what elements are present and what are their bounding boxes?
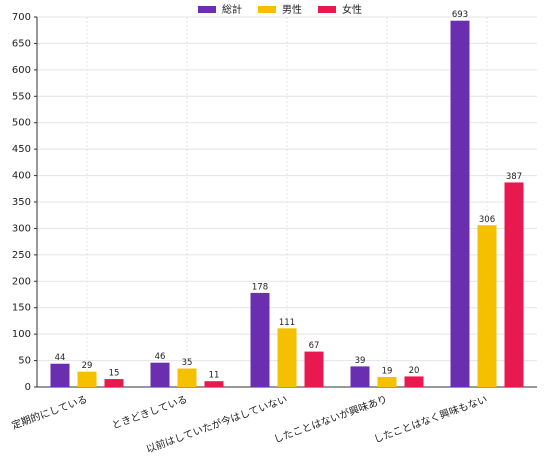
value-label: 29 [82,361,93,371]
x-tick-label: したことはないが興味あり [272,392,389,445]
bar [177,368,197,387]
bar [404,376,424,387]
bar [350,366,370,387]
value-label: 111 [279,318,295,328]
y-tick-label: 600 [12,65,31,76]
y-tick-label: 400 [12,171,31,182]
value-label: 11 [209,371,220,381]
legend-swatch [318,6,336,13]
legend-swatch [258,6,276,13]
bar [450,20,470,387]
y-tick-label: 250 [12,250,31,261]
bar [77,371,97,387]
value-label: 306 [479,215,495,225]
bar [277,328,297,387]
x-tick-label: ときどきしている [110,393,189,431]
y-tick-label: 100 [12,329,31,340]
y-tick-label: 500 [12,118,31,129]
bar [50,363,70,387]
y-tick-label: 450 [12,144,31,155]
value-label: 67 [309,341,320,351]
bar [150,362,170,387]
value-label: 178 [252,282,268,292]
legend-label: 総計 [222,3,242,16]
value-label: 19 [382,366,393,376]
y-tick-label: 150 [12,303,31,314]
value-label: 387 [506,172,522,182]
bar [104,379,124,387]
legend-label: 女性 [342,3,362,16]
bar [250,292,270,387]
value-label: 39 [355,356,366,366]
y-tick-label: 50 [18,356,31,367]
y-tick-label: 200 [12,276,31,287]
y-tick-label: 0 [25,382,31,393]
value-label: 693 [452,10,468,20]
value-label: 15 [109,369,120,379]
value-label: 35 [182,358,193,368]
legend-swatch [198,6,216,13]
y-tick-label: 550 [12,91,31,102]
y-tick-label: 700 [12,12,31,23]
value-label: 20 [409,366,420,376]
x-tick-label: 定期的にしている [10,392,89,431]
bar [304,351,324,387]
value-label: 44 [55,353,66,363]
bar [477,225,497,387]
y-tick-label: 650 [12,38,31,49]
value-label: 46 [155,352,166,362]
bar [204,381,224,387]
bar [377,376,397,387]
bar [504,182,524,387]
y-tick-label: 350 [12,197,31,208]
y-tick-label: 300 [12,223,31,234]
legend-label: 男性 [282,3,302,16]
x-tick-label: したことはなく興味もない [372,393,489,445]
